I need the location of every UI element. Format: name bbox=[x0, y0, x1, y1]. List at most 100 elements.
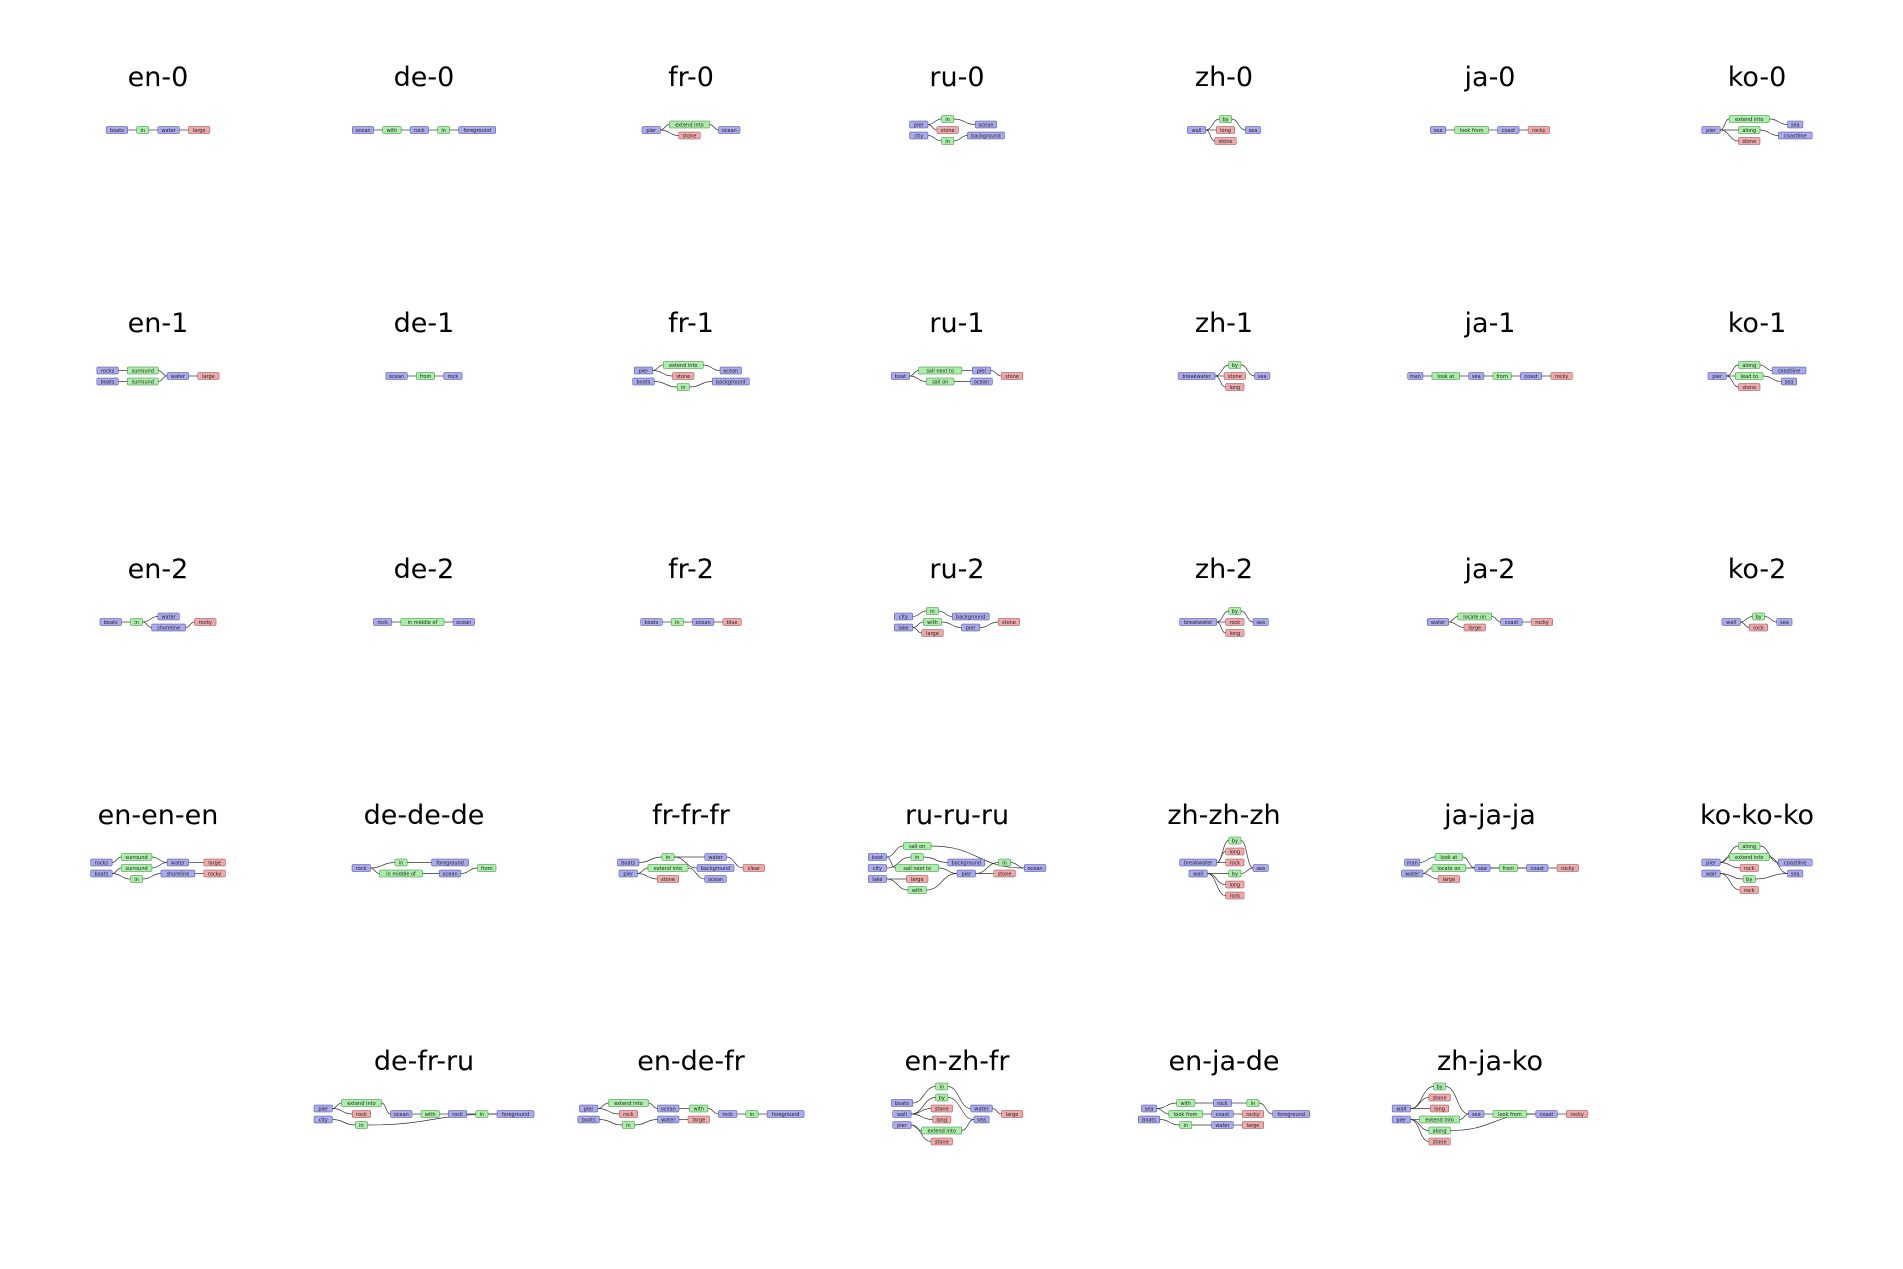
graph-node-object: ocean bbox=[452, 618, 475, 626]
node-box bbox=[416, 372, 435, 380]
node-label: coastline bbox=[1784, 133, 1806, 139]
graph-node-object: coast bbox=[1211, 1110, 1234, 1118]
node-box bbox=[400, 618, 445, 626]
scene-graph: boat sail on ocean city in background sail nex… bbox=[867, 842, 1047, 894]
scene-graph: breakwater by sea rock long bbox=[1179, 607, 1269, 637]
panel-title: zh-ja-ko bbox=[1436, 1046, 1543, 1077]
graph-node-object: coastline bbox=[1778, 858, 1813, 866]
node-box bbox=[657, 1104, 680, 1113]
node-label: in bbox=[359, 1123, 364, 1129]
node-label: wall bbox=[1706, 871, 1716, 877]
node-label: rock bbox=[1230, 893, 1241, 899]
node-label: lead to bbox=[1741, 374, 1758, 380]
graph-node-attribute: long bbox=[1216, 126, 1235, 134]
node-label: large bbox=[1468, 625, 1481, 631]
node-box bbox=[1556, 864, 1579, 872]
node-label: stone bbox=[683, 133, 697, 139]
graph-node-object: wall bbox=[1187, 126, 1207, 134]
graph-node-attribute: stone bbox=[1738, 383, 1761, 391]
node-label: rock bbox=[414, 128, 425, 134]
graph-panel: ja-0 sea look from coast rocky bbox=[1357, 64, 1623, 264]
node-box bbox=[619, 1110, 638, 1118]
node-label: ocean bbox=[443, 871, 458, 877]
node-label: water bbox=[171, 374, 186, 380]
node-box bbox=[351, 864, 371, 872]
graph-node-object: sea bbox=[1781, 377, 1797, 385]
node-box bbox=[1728, 115, 1770, 123]
graph-edge bbox=[1740, 621, 1750, 628]
node-label: background bbox=[956, 614, 986, 620]
node-box bbox=[618, 869, 638, 878]
graph-edge bbox=[1156, 1108, 1169, 1115]
node-label: boats bbox=[104, 620, 118, 626]
graph-node-object: rock bbox=[409, 126, 429, 134]
graph-edge bbox=[1410, 1119, 1429, 1142]
node-label: surround bbox=[125, 866, 147, 872]
graph-edge bbox=[460, 867, 478, 874]
panel-title: de-1 bbox=[393, 308, 455, 339]
node-label: large bbox=[1443, 877, 1456, 883]
graph-edge bbox=[638, 856, 662, 863]
graph-edge bbox=[886, 878, 909, 891]
node-box bbox=[1434, 853, 1464, 861]
node-label: stone bbox=[1228, 374, 1242, 380]
graph-panel: ko-2 wall by sea rock bbox=[1624, 556, 1890, 756]
node-label: along bbox=[1742, 128, 1756, 134]
graph-node-relation: look from bbox=[1454, 126, 1489, 134]
node-box bbox=[704, 853, 727, 861]
node-label: by bbox=[1232, 871, 1238, 877]
graph-node-object: water bbox=[166, 372, 189, 380]
node-label: from bbox=[1503, 866, 1515, 872]
node-label: pier bbox=[639, 368, 650, 374]
graph-node-object: pier bbox=[618, 869, 638, 878]
graph-edge bbox=[1720, 118, 1730, 131]
graph-node-relation: in bbox=[622, 1121, 635, 1129]
node-label: in bbox=[480, 1112, 485, 1118]
graph-node-object: coast bbox=[1497, 126, 1520, 134]
node-label: in bbox=[134, 620, 139, 626]
graph-node-object: pier bbox=[961, 623, 981, 631]
node-box bbox=[1228, 607, 1242, 615]
graph-node-object: sea bbox=[1254, 372, 1271, 380]
node-box bbox=[918, 366, 963, 375]
node-box bbox=[1535, 1110, 1558, 1118]
node-box bbox=[1419, 1115, 1460, 1124]
graph-node-object: breakwater bbox=[1179, 618, 1217, 626]
graph-node-object: man bbox=[1404, 858, 1421, 866]
graph-edge bbox=[886, 845, 904, 858]
graph-node-object: pier bbox=[1701, 858, 1721, 866]
graph-node-relation: extend into bbox=[647, 864, 689, 872]
node-box bbox=[1738, 383, 1761, 391]
node-label: rock bbox=[1744, 888, 1755, 894]
graph-edge bbox=[660, 124, 670, 131]
scene-graph: pier extend into ocean stone boats in backgrou… bbox=[632, 361, 750, 391]
node-box bbox=[1474, 864, 1491, 872]
graph-edge bbox=[1231, 118, 1246, 131]
node-label: lake bbox=[872, 877, 882, 883]
graph-node-object: pier bbox=[1701, 126, 1721, 134]
node-label: rocky bbox=[1555, 374, 1568, 380]
node-label: pier bbox=[1706, 860, 1717, 866]
graph-node-object: ocean bbox=[719, 366, 742, 374]
graph-node-relation: in middle of bbox=[400, 618, 445, 626]
node-box bbox=[647, 864, 689, 872]
node-box bbox=[194, 618, 217, 626]
node-box bbox=[993, 869, 1016, 878]
node-label: rocky bbox=[1561, 866, 1574, 872]
node-box bbox=[1219, 115, 1232, 123]
graph-node-relation: in bbox=[130, 618, 143, 626]
node-box bbox=[967, 131, 1005, 140]
node-label: ocean bbox=[708, 877, 723, 883]
node-box bbox=[1168, 1110, 1203, 1118]
node-label: sea bbox=[1785, 379, 1794, 385]
graph-node-relation: with bbox=[1176, 1099, 1196, 1107]
node-box bbox=[197, 372, 220, 380]
node-box bbox=[1738, 842, 1761, 850]
scene-graph: boats in water large wall by sea stone long pier e… bbox=[890, 1082, 1024, 1145]
graph-node-relation: in bbox=[355, 1121, 368, 1129]
node-label: with bbox=[693, 1106, 704, 1112]
node-label: stone bbox=[998, 871, 1012, 877]
graph-node-object: city bbox=[909, 131, 929, 139]
graph-node-relation: in bbox=[941, 137, 955, 145]
graph-node-attribute: stone bbox=[1001, 372, 1024, 380]
